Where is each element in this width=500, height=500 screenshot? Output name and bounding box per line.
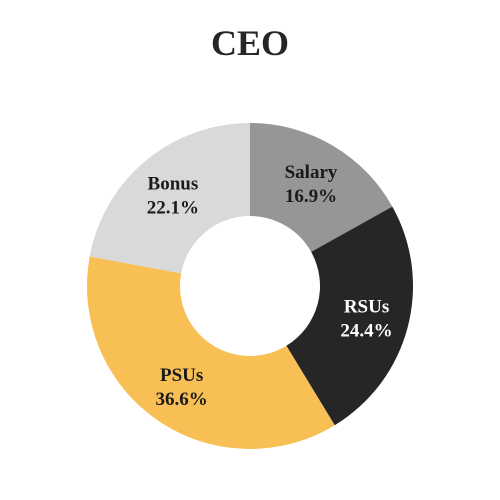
slice-name: PSUs	[160, 365, 203, 386]
slice-value: 24.4%	[340, 321, 392, 342]
slice-name: Salary	[285, 162, 338, 183]
slice-name: Bonus	[148, 173, 199, 194]
slice-bonus	[89, 123, 251, 274]
slice-value: 22.1%	[147, 197, 199, 218]
slice-value: 16.9%	[285, 186, 337, 207]
slice-rsus	[286, 206, 413, 426]
slice-salary	[250, 123, 393, 252]
slice-label-salary: Salary 16.9%	[285, 162, 338, 207]
slice-label-psus: PSUs 36.6%	[156, 365, 208, 410]
chart-title: CEO	[210, 23, 289, 63]
slice-psus	[87, 256, 335, 449]
slice-label-rsus: RSUs 24.4%	[340, 297, 392, 342]
slice-value: 36.6%	[156, 389, 208, 410]
slice-name: RSUs	[344, 297, 389, 318]
slice-label-bonus: Bonus 22.1%	[147, 173, 199, 218]
